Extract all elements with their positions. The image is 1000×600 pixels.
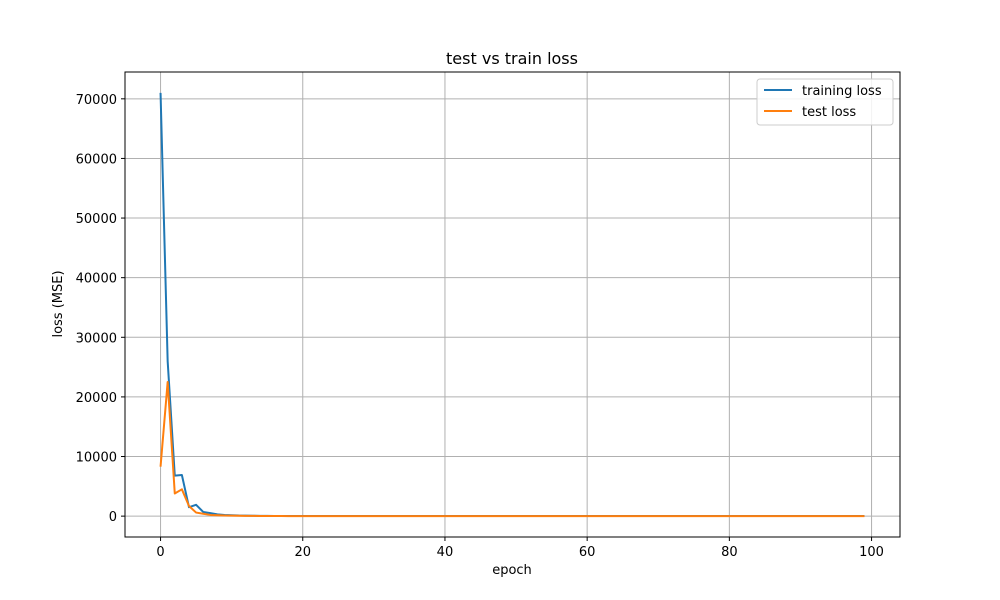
y-tick-label: 50000: [76, 212, 117, 227]
y-tick-label: 40000: [76, 272, 117, 287]
legend-label-test-loss: test loss: [802, 105, 856, 120]
y-tick-label: 70000: [76, 93, 117, 108]
chart-title: test vs train loss: [446, 49, 578, 68]
series-line-test-loss: [159, 381, 865, 518]
x-tick-label: 60: [579, 545, 596, 560]
y-tick-label: 30000: [76, 331, 117, 346]
y-tick-label: 60000: [76, 152, 117, 167]
x-tick-label: 100: [859, 545, 884, 560]
plot-area-frame: [124, 71, 901, 538]
grid: [125, 72, 900, 537]
ticks: 0 20 40 60 80 100 0 10000 20000 30000 40000 50000 60…: [76, 93, 884, 560]
y-tick-label: 0: [109, 510, 117, 525]
x-tick-label: 0: [156, 545, 164, 560]
series-lines: [159, 92, 865, 518]
y-tick-label: 20000: [76, 391, 117, 406]
x-axis-title: epoch: [492, 563, 532, 578]
x-tick-label: 20: [294, 545, 311, 560]
x-tick-label: 40: [437, 545, 454, 560]
legend-label-training-loss: training loss: [802, 84, 882, 99]
y-tick-label: 10000: [76, 451, 117, 466]
x-tick-label: 80: [721, 545, 738, 560]
y-axis-title: loss (MSE): [51, 270, 66, 337]
legend: training loss test loss: [756, 78, 894, 126]
